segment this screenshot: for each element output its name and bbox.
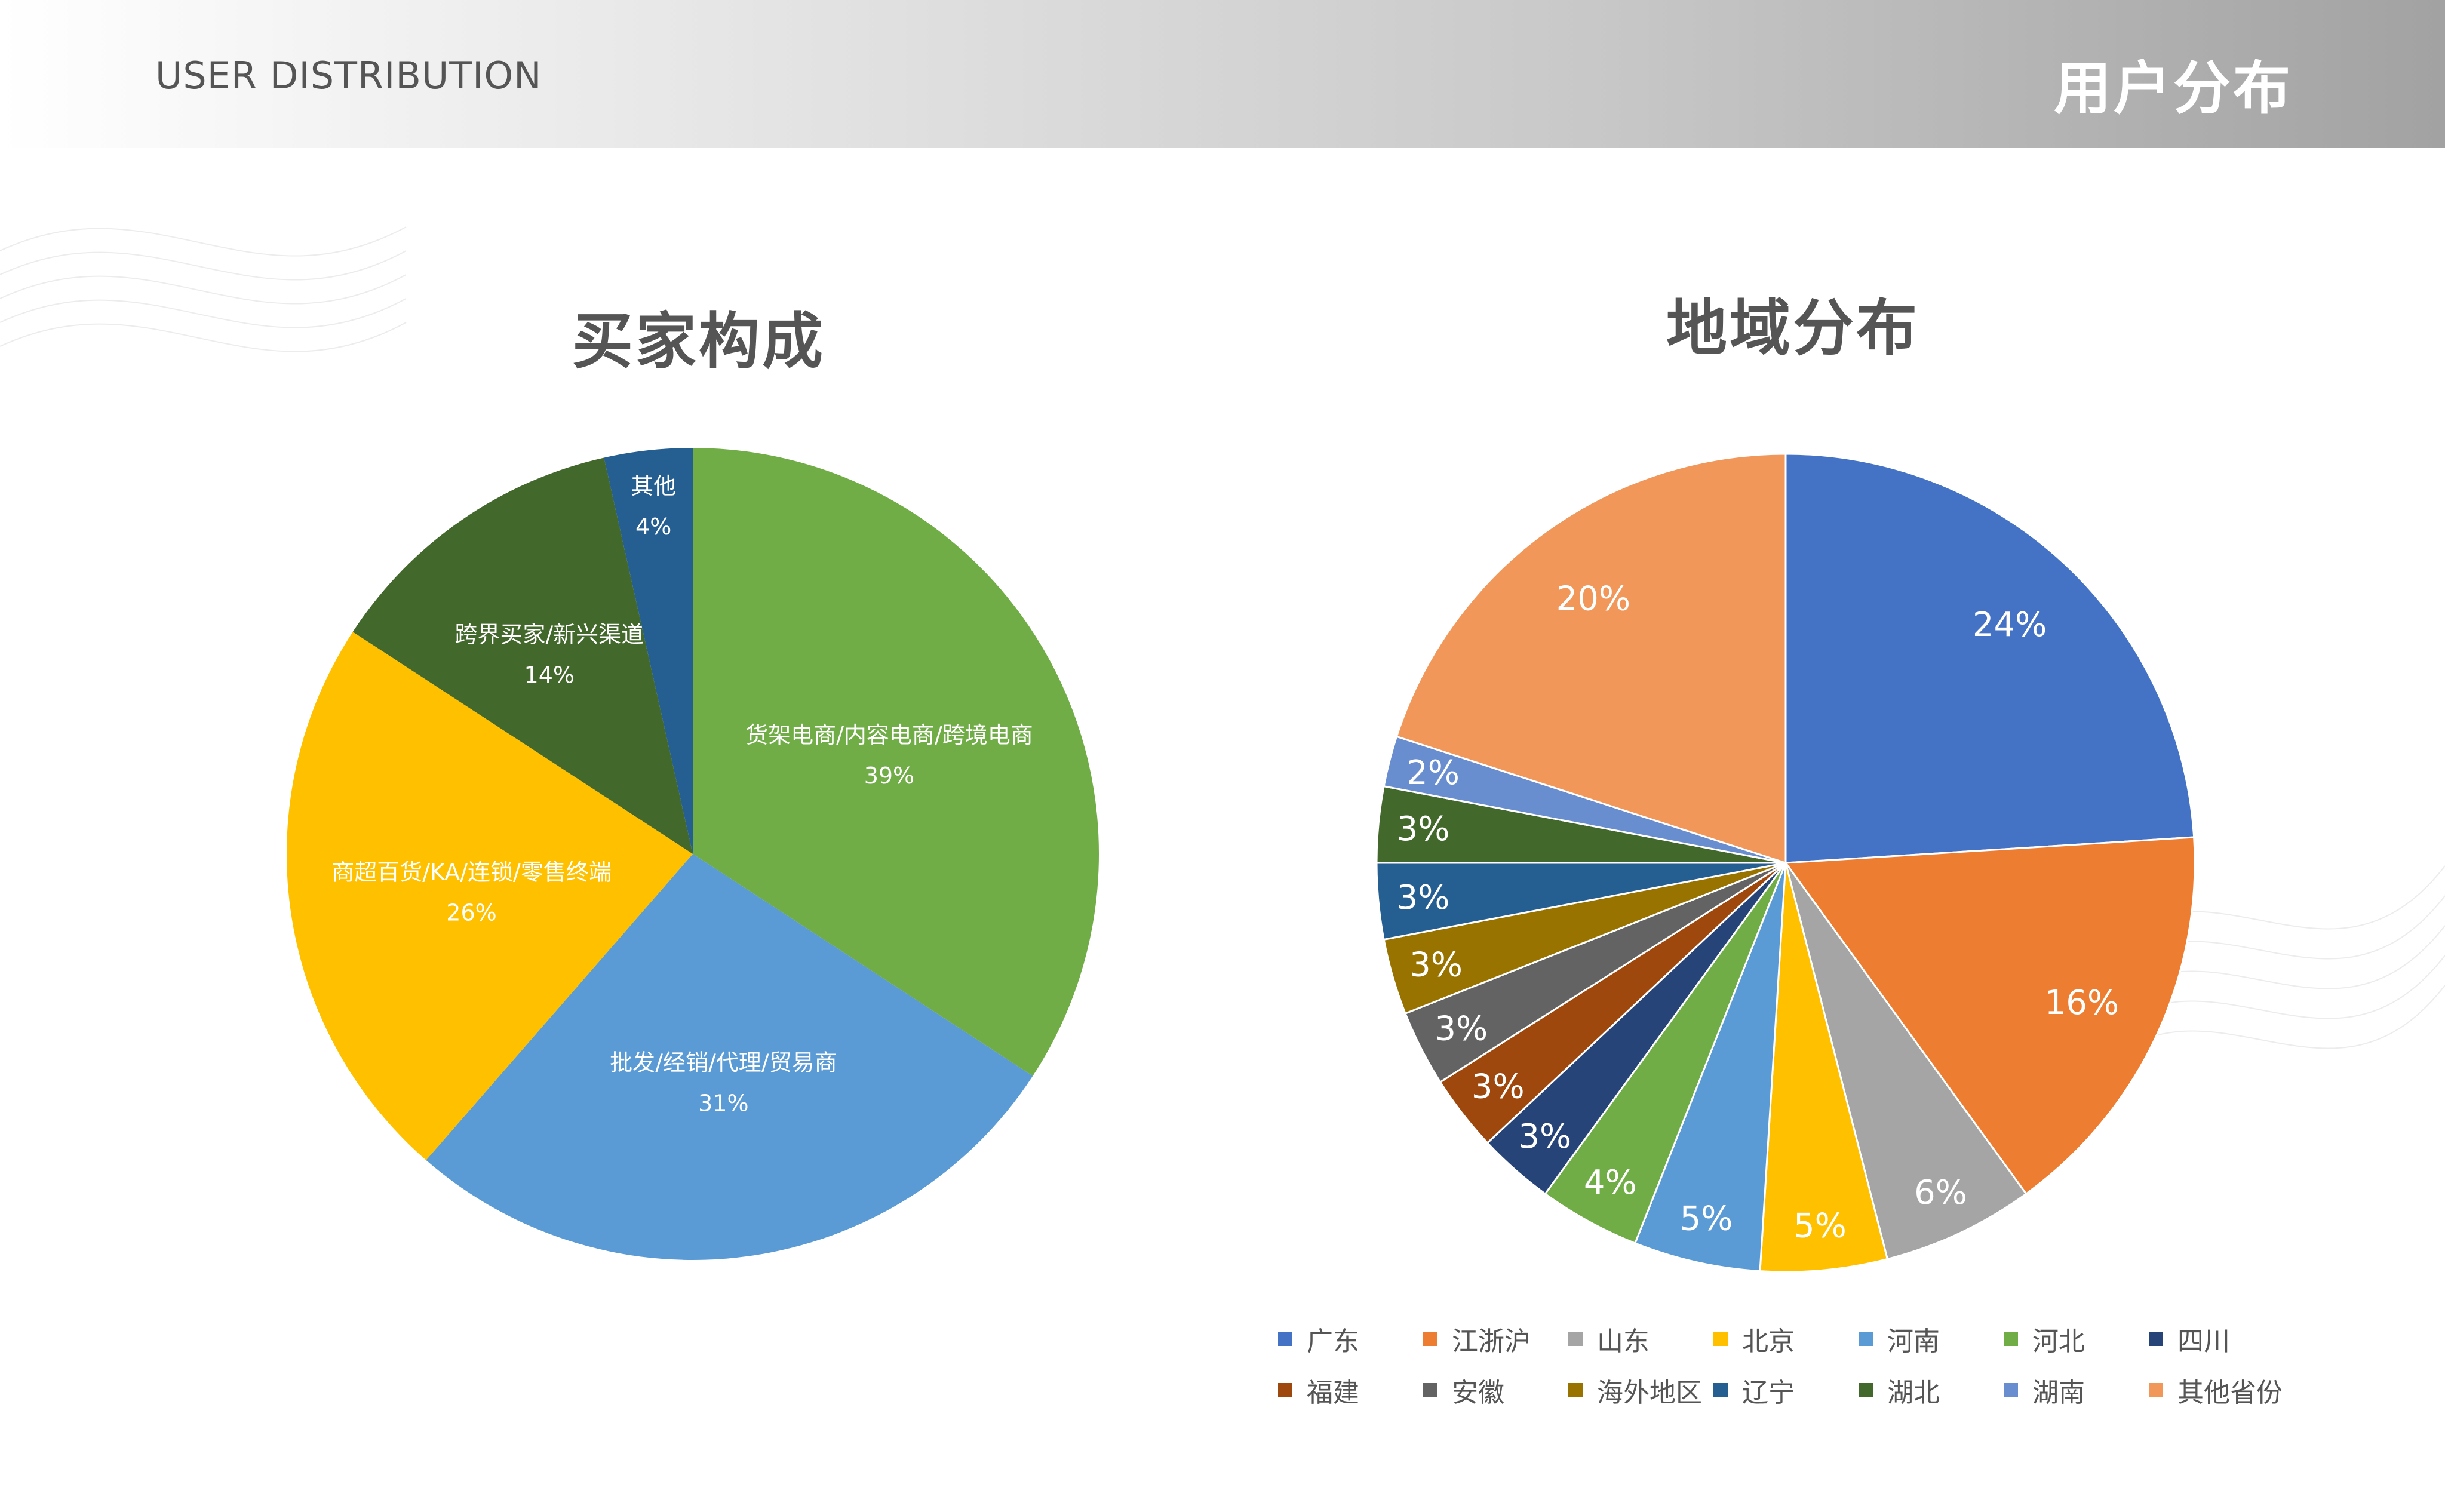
pie-slice [1759, 862, 1889, 1273]
slice-category-label: 批发/经销/代理/贸易商 [610, 1049, 837, 1075]
legend-item: 福建 [1278, 1371, 1423, 1409]
legend-label: 湖南 [2032, 1378, 2085, 1408]
pie-slice [426, 854, 1033, 1260]
slice-value-label: 14% [524, 662, 575, 689]
legend-swatch [1423, 1332, 1437, 1346]
pie-slice [693, 448, 1099, 1076]
pie-slice [1395, 453, 1787, 865]
slice-value-label: 16% [2045, 984, 2119, 1022]
slice-value-label: 3% [1397, 810, 1450, 849]
pie-slice [1633, 862, 1787, 1273]
slice-value-label: 3% [1472, 1067, 1525, 1106]
legend-swatch [1713, 1332, 1728, 1346]
header-title: 用户分布 [2054, 55, 2293, 122]
legend-label: 海外地区 [1597, 1378, 1702, 1408]
pie-slice [1784, 862, 2028, 1261]
legend-label: 其他省份 [2177, 1378, 2283, 1408]
legend-swatch [1859, 1332, 1873, 1346]
slice-value-label: 5% [1680, 1200, 1733, 1239]
legend-swatch [1713, 1383, 1728, 1397]
pie-chart-buyers: 货架电商/内容电商/跨境电商 39% 批发/经销/代理/贸易商 31% 商超百货/KA/… [286, 448, 1099, 1260]
slice-value-label: 5% [1793, 1207, 1847, 1246]
legend-label: 江浙沪 [1452, 1326, 1531, 1357]
pie-slice [286, 632, 693, 1160]
legend-item: 北京 [1713, 1320, 1859, 1358]
legend-swatch [1568, 1383, 1583, 1397]
legend-swatch [1278, 1383, 1292, 1397]
legend-swatch [2004, 1332, 2018, 1346]
legend-label: 河北 [2032, 1326, 2085, 1357]
slice-category-label: 跨界买家/新兴渠道 [454, 622, 644, 648]
slice-value-label: 3% [1435, 1009, 1488, 1048]
legend-swatch [1859, 1383, 1873, 1397]
slice-value-label: 3% [1409, 946, 1463, 985]
slice-value-label: 24% [1973, 606, 2047, 644]
slice-category-label: 商超百货/KA/连锁/零售终端 [331, 859, 612, 885]
slice-category-label: 其他 [631, 473, 676, 499]
legend-label: 北京 [1742, 1326, 1795, 1357]
slice-value-label: 20% [1556, 579, 1630, 618]
legend-item: 河南 [1859, 1320, 2004, 1358]
legend-swatch [1568, 1332, 1583, 1346]
legend-item: 湖北 [1859, 1371, 2004, 1409]
legend-item: 江浙沪 [1423, 1320, 1568, 1358]
legend-swatch [2149, 1332, 2163, 1346]
legend-item: 四川 [2149, 1320, 2294, 1358]
legend-item: 山东 [1568, 1320, 1713, 1358]
slice-value-label: 6% [1914, 1173, 1967, 1212]
slice-value-label: 26% [446, 899, 496, 926]
legend-label: 安徽 [1452, 1378, 1504, 1408]
slice-category-label: 货架电商/内容电商/跨境电商 [745, 722, 1033, 748]
chart-title-regions: 地域分布 [1666, 293, 1919, 364]
legend-label: 福建 [1307, 1378, 1359, 1408]
legend-label: 湖北 [1887, 1378, 1940, 1408]
legend-label: 山东 [1597, 1326, 1650, 1357]
pie-slice [1784, 836, 2196, 1196]
legend-swatch [2004, 1383, 2018, 1397]
legend-item: 河北 [2004, 1320, 2149, 1358]
legend-label: 广东 [1307, 1326, 1359, 1357]
legend-item: 辽宁 [1713, 1371, 1859, 1409]
pie-chart-regions: 24% 16% 6% 5% 5% 4% 3% 3% 3% 3% 3% 3% 2% 20% [1375, 453, 2196, 1273]
legend-swatch [1423, 1383, 1437, 1397]
legend-label: 河南 [1887, 1326, 1940, 1357]
slice-value-label: 4% [1584, 1163, 1637, 1202]
slice-value-label: 2% [1406, 754, 1460, 792]
slice-value-label: 3% [1397, 878, 1450, 917]
pie-slice [604, 448, 693, 854]
chart-title-buyers: 买家构成 [572, 306, 825, 377]
slice-value-label: 39% [864, 763, 914, 789]
slice-value-label: 31% [698, 1090, 748, 1116]
slice-value-label: 4% [635, 514, 671, 540]
legend-swatch [1278, 1332, 1292, 1346]
legend-swatch [2149, 1383, 2163, 1397]
legend-item: 其他省份 [2149, 1371, 2294, 1409]
header-subtitle: USER DISTRIBUTION [155, 54, 542, 97]
slice-value-label: 3% [1518, 1117, 1571, 1156]
legend-label: 辽宁 [1742, 1378, 1795, 1408]
legend-label: 四川 [2177, 1326, 2230, 1357]
legend-item: 海外地区 [1568, 1371, 1713, 1409]
pie-slice [352, 457, 693, 854]
legend-item: 安徽 [1423, 1371, 1568, 1409]
legend-item: 湖南 [2004, 1371, 2149, 1409]
legend-item: 广东 [1278, 1320, 1423, 1358]
header-band: USER DISTRIBUTION 用户分布 [0, 0, 2445, 148]
pie-slice [1784, 453, 2195, 864]
legend-regions: 广东 江浙沪 山东 北京 河南 河北 四川福建 安徽 海外地区 辽宁 湖北 湖南 其他省份 [1278, 1320, 2371, 1409]
